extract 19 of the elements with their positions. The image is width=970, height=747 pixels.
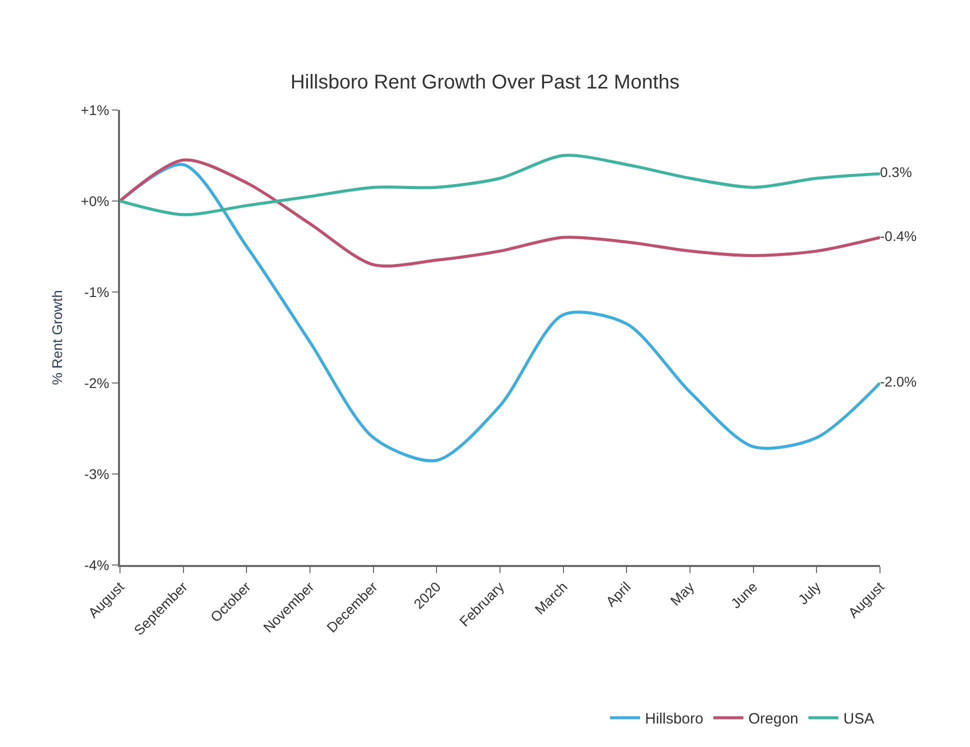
chart-title: Hillsboro Rent Growth Over Past 12 Months	[290, 72, 680, 94]
y-tick-label: -1%	[84, 284, 110, 300]
data-label: 0.3%	[880, 164, 912, 180]
legend-label: USA	[843, 710, 874, 728]
y-tick-label: -2%	[84, 374, 110, 391]
legend-label: Hillsboro	[645, 710, 704, 728]
x-tick-label: May	[667, 578, 698, 609]
line-series	[120, 163, 880, 462]
data-label: -0.4%	[880, 228, 917, 244]
line-series	[120, 154, 880, 216]
y-tick-label: -4%	[84, 556, 110, 573]
data-label: -2.0%	[880, 374, 917, 390]
y-tick-label: +1%	[80, 102, 110, 118]
y-tick-label: -3%	[84, 466, 110, 482]
line-series	[120, 158, 880, 268]
y-axis-title: % Rent Growth	[48, 290, 65, 385]
y-tick-label: +0%	[80, 192, 110, 209]
x-tick-label: July	[794, 578, 824, 608]
legend-label: Oregon	[748, 710, 798, 728]
